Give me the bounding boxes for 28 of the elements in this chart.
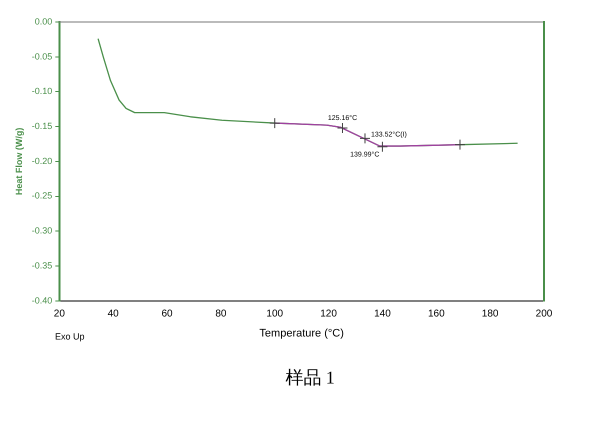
y-tick-label: -0.35 [32,260,52,270]
x-axis-title: Temperature (°C) [259,327,344,340]
x-tick-label: 180 [482,308,499,320]
x-tick-label: 200 [536,308,553,320]
y-axis-title: Heat Flow (W/g) [14,128,24,196]
point [454,139,466,150]
x-tick-label: 80 [215,308,227,320]
x-tick-label: 160 [428,308,446,320]
point [359,132,370,144]
point [376,141,388,152]
y-tick-label: -0.40 [32,295,52,306]
x-tick-label: 140 [374,308,392,320]
x-tick-label: 120 [320,308,338,320]
y-tick-label: -0.15 [32,121,52,132]
x-tick-label: 20 [54,308,66,320]
text: Exo Up [55,331,85,342]
x-tick-label: 60 [161,308,174,320]
x-tick-label: 40 [108,308,120,320]
y-tick-label: -0.10 [32,86,52,96]
y-tick-label: 0.00 [34,16,52,26]
point [336,122,348,134]
y-tick-label: -0.25 [32,190,52,201]
y-tick-label: -0.20 [32,156,52,166]
text: 样品 1 [285,368,335,388]
y-tick-label: -0.05 [32,51,52,62]
point [269,118,280,129]
y-tick-label: -0.30 [32,226,52,236]
x-tick-label: 100 [266,308,284,320]
